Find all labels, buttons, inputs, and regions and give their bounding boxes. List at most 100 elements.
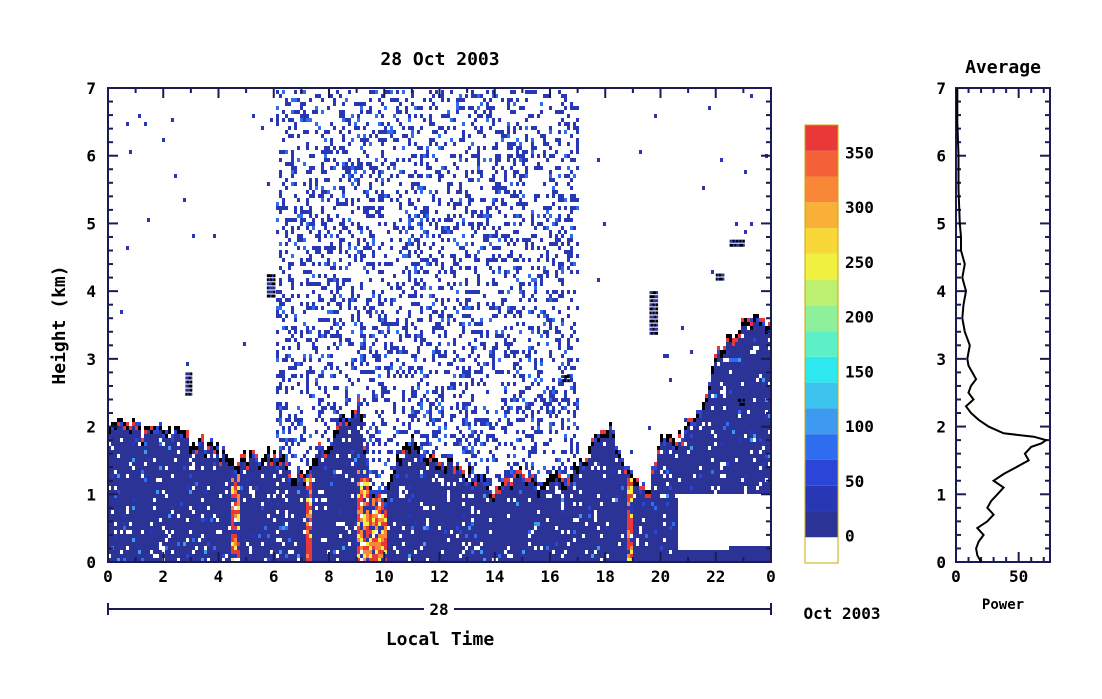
heatmap-cell <box>453 550 456 554</box>
heatmap-cell <box>453 486 456 490</box>
heatmap-cell <box>228 478 231 482</box>
heatmap-cell <box>411 406 414 410</box>
heatmap-cell <box>318 478 321 482</box>
heatmap-cell <box>468 354 471 358</box>
heatmap-cell <box>336 462 339 466</box>
heatmap-cell <box>366 490 369 494</box>
heatmap-cell <box>390 126 393 130</box>
heatmap-cell <box>345 470 348 474</box>
heatmap-cell <box>222 498 225 502</box>
heatmap-cell <box>159 426 162 430</box>
heatmap-cell <box>432 510 435 514</box>
heatmap-cell <box>348 254 351 258</box>
heatmap-cell <box>204 482 207 486</box>
heatmap-cell <box>372 442 375 446</box>
heatmap-cell <box>369 262 372 266</box>
heatmap-cell <box>138 438 141 442</box>
heatmap-cell <box>168 498 171 502</box>
heatmap-cell <box>438 410 441 414</box>
heatmap-cell <box>111 534 114 538</box>
heatmap-cell <box>300 434 303 438</box>
heatmap-cell <box>225 558 228 562</box>
heatmap-cell <box>297 538 300 542</box>
heatmap-cell <box>108 510 111 514</box>
heatmap-cell <box>309 210 312 214</box>
heatmap-cell <box>195 454 198 458</box>
heatmap-cell <box>435 418 438 422</box>
heatmap-cell <box>411 518 414 522</box>
heatmap-cell <box>318 518 321 522</box>
heatmap-cell <box>291 442 294 446</box>
heatmap-cell <box>426 258 429 262</box>
heatmap-cell <box>279 418 282 422</box>
heatmap-cell <box>252 538 255 542</box>
heatmap-cell <box>144 458 147 462</box>
heatmap-cell <box>318 194 321 198</box>
heatmap-cell <box>459 494 462 498</box>
heatmap-cell <box>387 122 390 126</box>
heatmap-cell <box>384 334 387 338</box>
heatmap-cell <box>159 458 162 462</box>
heatmap-cell <box>126 494 129 498</box>
heatmap-cell <box>348 450 351 454</box>
heatmap-cell <box>345 478 348 482</box>
heatmap-cell <box>348 130 351 134</box>
heatmap-cell <box>252 518 255 522</box>
heatmap-cell <box>255 502 258 506</box>
heatmap-cell <box>171 502 174 506</box>
heatmap-cell <box>363 522 366 526</box>
main-chart-title: 28 Oct 2003 <box>380 49 499 70</box>
heatmap-cell <box>303 310 306 314</box>
heatmap-cell <box>432 546 435 550</box>
heatmap-cell <box>168 462 171 466</box>
heatmap-cell <box>369 306 372 310</box>
heatmap-cell <box>174 474 177 478</box>
heatmap-cell <box>429 486 432 490</box>
heatmap-cell <box>333 554 336 558</box>
heatmap-cell <box>357 502 360 506</box>
heatmap-cell <box>153 514 156 518</box>
heatmap-cell <box>156 514 159 518</box>
heatmap-cell <box>132 438 135 442</box>
heatmap-cell <box>372 398 375 402</box>
heatmap-cell <box>300 118 303 122</box>
heatmap-cell <box>432 258 435 262</box>
heatmap-cell <box>348 426 351 430</box>
heatmap-cell <box>255 534 258 538</box>
heatmap-cell <box>288 354 291 358</box>
heatmap-cell <box>471 170 474 174</box>
heatmap-cell <box>363 470 366 474</box>
heatmap-cell <box>213 530 216 534</box>
heatmap-cell <box>381 522 384 526</box>
heatmap-cell <box>450 462 453 466</box>
heatmap-cell <box>324 530 327 534</box>
heatmap-cell <box>462 474 465 478</box>
heatmap-cell <box>399 554 402 558</box>
heatmap-cell <box>390 526 393 530</box>
heatmap-cell <box>228 530 231 534</box>
heatmap-cell <box>309 470 312 474</box>
heatmap-cell <box>453 526 456 530</box>
heatmap-cell <box>288 414 291 418</box>
heatmap-cell <box>294 498 297 502</box>
heatmap-cell <box>372 526 375 530</box>
heatmap-cell <box>180 438 183 442</box>
heatmap-cell <box>318 318 321 322</box>
heatmap-cell <box>150 530 153 534</box>
heatmap-cell <box>129 534 132 538</box>
heatmap-cell <box>135 542 138 546</box>
heatmap-cell <box>342 146 345 150</box>
heatmap-cell <box>420 490 423 494</box>
heatmap-cell <box>141 462 144 466</box>
heatmap-cell <box>330 554 333 558</box>
heatmap-cell <box>135 550 138 554</box>
heatmap-cell <box>441 462 444 466</box>
heatmap-cell <box>456 222 459 226</box>
heatmap-cell <box>147 554 150 558</box>
heatmap-cell <box>150 514 153 518</box>
heatmap-cell <box>153 470 156 474</box>
heatmap-cell <box>459 282 462 286</box>
heatmap-cell <box>111 454 114 458</box>
heatmap-cell <box>471 290 474 294</box>
heatmap-cell <box>393 486 396 490</box>
